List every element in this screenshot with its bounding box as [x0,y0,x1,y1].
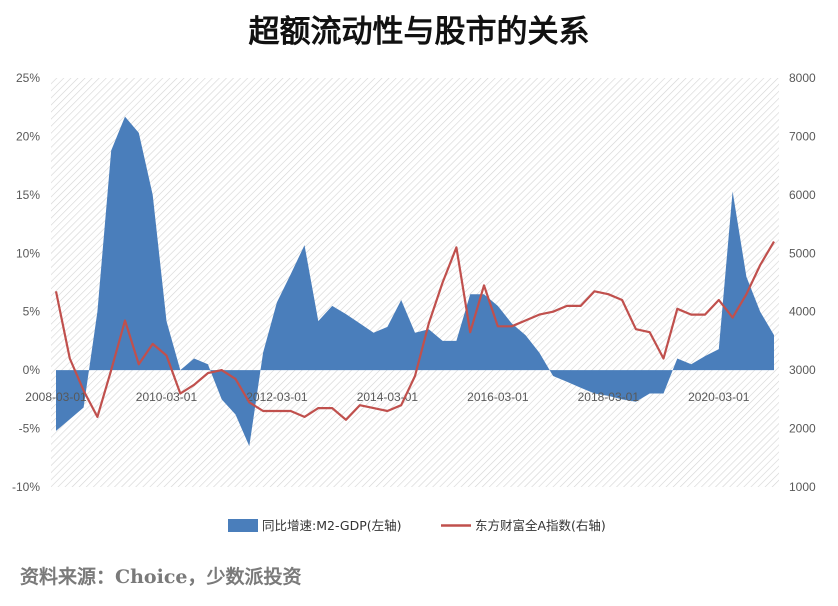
x-tick-label: 2008-03-01 [25,390,87,404]
x-tick-label: 2016-03-01 [467,390,529,404]
y-left-tick-label: 15% [16,188,40,202]
y-left-tick-label: -10% [12,480,40,494]
y-right-tick-label: 3000 [789,363,816,377]
y-left-tick-label: 10% [16,246,40,260]
x-tick-label: 2012-03-01 [246,390,308,404]
y-left-tick-label: 5% [23,305,41,319]
y-right-tick-label: 1000 [789,480,816,494]
y-left-tick-label: 20% [16,129,40,143]
area-series-m2-gdp [56,116,774,447]
y-right-tick-label: 5000 [789,246,816,260]
x-tick-label: 2010-03-01 [136,390,198,404]
line-series-layer [54,241,775,421]
y-left-tick-label: -5% [19,422,41,436]
source-note: 资料来源：Choice，少数派投资 [20,566,302,588]
y-right-tick-label: 4000 [789,305,816,319]
y-left-tick-label: 0% [23,363,41,377]
area-series-layer [56,116,774,447]
left-y-axis: -10% -5% 0% 5% 10% 15% 20% 25% [12,71,40,494]
x-tick-label: 2018-03-01 [578,390,640,404]
x-tick-label: 2014-03-01 [357,390,419,404]
y-right-tick-label: 6000 [789,188,816,202]
y-right-tick-label: 2000 [789,422,816,436]
x-tick-label: 2020-03-01 [688,390,750,404]
y-left-tick-label: 25% [16,71,40,85]
y-right-tick-label: 7000 [789,129,816,143]
right-y-axis: 1000 2000 3000 4000 5000 6000 7000 8000 [789,71,816,494]
line-series-index [54,241,775,421]
y-right-tick-label: 8000 [789,71,816,85]
legend-label-line: 东方财富全A指数(右轴) [475,518,606,533]
page-title: 超额流动性与股市的关系 [248,14,590,50]
legend-label-area: 同比增速:M2-GDP(左轴) [262,518,402,533]
plot-background [51,78,779,487]
legend-swatch-area [228,519,258,532]
legend: 同比增速:M2-GDP(左轴) 东方财富全A指数(右轴) [228,518,606,533]
